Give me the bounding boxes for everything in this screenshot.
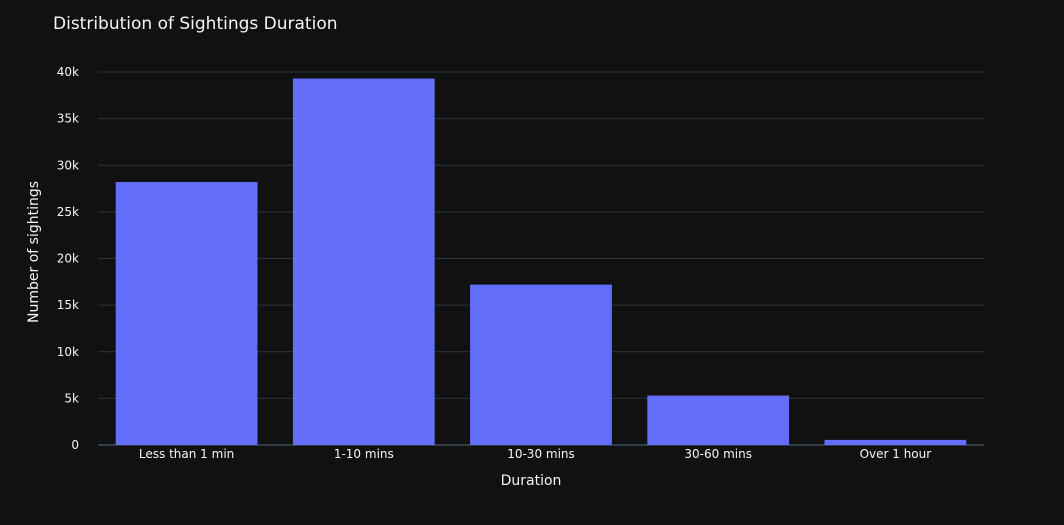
bars xyxy=(115,78,967,445)
x-axis-ticks: Less than 1 min 1-10 mins 10-30 mins 30-60 … xyxy=(139,447,931,461)
y-tick-label: 15k xyxy=(57,298,79,312)
x-tick-label: 10-30 mins xyxy=(507,447,575,461)
y-tick-label: 25k xyxy=(57,205,79,219)
y-tick-label: 30k xyxy=(57,158,79,172)
y-tick-label: 10k xyxy=(57,345,79,359)
bar[interactable] xyxy=(292,78,435,445)
x-tick-label: Less than 1 min xyxy=(139,447,234,461)
y-tick-label: 40k xyxy=(57,65,79,79)
bar[interactable] xyxy=(647,395,790,445)
x-tick-label: 1-10 mins xyxy=(334,447,394,461)
x-tick-label: 30-60 mins xyxy=(684,447,752,461)
y-axis-ticks: 0 5k 10k 15k 20k 25k 30k 35k 40k xyxy=(57,65,79,452)
chart-title: Distribution of Sightings Duration xyxy=(53,14,338,34)
bar[interactable] xyxy=(115,182,258,445)
y-tick-label: 0 xyxy=(71,438,79,452)
y-axis-title: Number of sightings xyxy=(26,181,42,323)
bar[interactable] xyxy=(470,284,612,445)
x-tick-label: Over 1 hour xyxy=(860,447,932,461)
y-tick-label: 35k xyxy=(57,112,79,126)
y-tick-label: 5k xyxy=(64,391,79,405)
x-axis-title: Duration xyxy=(501,473,562,489)
bar[interactable] xyxy=(824,439,967,445)
y-tick-label: 20k xyxy=(57,252,79,266)
